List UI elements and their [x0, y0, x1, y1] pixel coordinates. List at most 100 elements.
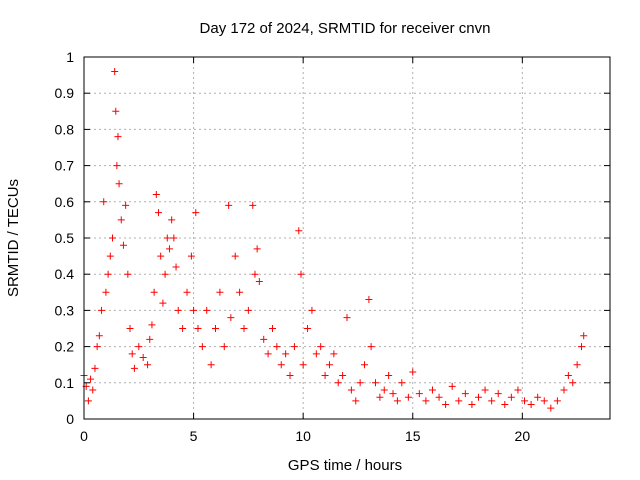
data-point: [330, 350, 338, 358]
data-point: [507, 393, 515, 401]
data-point: [547, 404, 555, 412]
data-point: [212, 325, 219, 332]
data-point: [428, 386, 436, 394]
plot-frame: [83, 56, 611, 420]
data-point: [325, 361, 333, 369]
data-point: [527, 401, 535, 409]
data-point: [367, 343, 375, 351]
data-point: [365, 296, 373, 304]
data-point: [190, 306, 198, 314]
data-point: [404, 393, 412, 401]
data-point: [117, 216, 125, 224]
data-point: [95, 332, 103, 340]
x-axis-label: GPS time / hours: [288, 457, 402, 474]
data-point: [488, 397, 496, 405]
data-point: [343, 314, 351, 322]
data-point: [168, 216, 176, 224]
data-point: [393, 397, 401, 405]
data-point: [148, 321, 156, 329]
data-point: [135, 343, 143, 351]
data-point: [312, 350, 320, 358]
data-point: [93, 343, 101, 351]
chart-title: Day 172 of 2024, SRMTID for receiver cnv…: [200, 20, 491, 37]
data-point: [273, 343, 281, 351]
data-point: [347, 386, 355, 394]
data-point: [297, 270, 305, 278]
data-point: [144, 361, 152, 369]
data-point: [481, 386, 489, 394]
data-point: [389, 390, 397, 398]
data-point: [409, 368, 417, 376]
data-point: [580, 332, 588, 340]
data-point: [165, 245, 173, 253]
data-point: [448, 382, 456, 390]
data-point: [112, 107, 120, 115]
data-point: [251, 270, 259, 278]
data-point: [159, 299, 167, 307]
data-point: [475, 393, 482, 401]
data-point: [286, 372, 294, 380]
data-point: [540, 397, 548, 405]
data-point: [183, 288, 191, 296]
data-point: [236, 288, 244, 296]
y-tick-label: 1: [66, 49, 74, 65]
data-point: [376, 393, 384, 401]
data-point: [113, 162, 121, 170]
data-point: [102, 288, 110, 296]
data-point: [356, 379, 364, 387]
data-point: [282, 350, 290, 358]
data-point: [100, 198, 108, 206]
data-point: [334, 379, 342, 387]
data-point: [268, 325, 276, 332]
data-point: [194, 325, 202, 332]
data-point: [128, 350, 136, 358]
grid-lines: [84, 57, 610, 419]
data-point: [108, 234, 116, 242]
data-point: [435, 393, 443, 401]
data-point: [87, 375, 95, 383]
data-point: [161, 270, 169, 278]
y-tick-label: 0.3: [55, 302, 75, 318]
data-point: [198, 343, 206, 351]
data-point: [231, 252, 239, 260]
data-point: [494, 390, 502, 398]
data-point: [260, 335, 268, 343]
data-point: [553, 397, 561, 405]
data-point: [119, 241, 127, 249]
data-point: [227, 314, 235, 322]
data-point: [216, 288, 224, 296]
data-point: [501, 401, 509, 409]
data-point: [295, 227, 303, 235]
data-point: [89, 386, 97, 394]
data-point: [111, 67, 119, 75]
plot-points: [80, 67, 588, 412]
data-point: [277, 361, 285, 369]
data-point: [172, 263, 180, 271]
y-tick-label: 0.1: [55, 375, 75, 391]
data-point: [308, 306, 316, 314]
data-point: [564, 372, 572, 380]
y-axis-label: SRMTID / TECUs: [5, 179, 22, 297]
data-point: [249, 201, 257, 209]
tick-labels: 00.10.20.30.40.50.60.70.80.910 5 10 15 20: [55, 49, 531, 444]
data-point: [146, 335, 154, 343]
data-point: [91, 364, 99, 372]
x-tick-label: 0: [80, 428, 88, 444]
y-tick-label: 0.5: [55, 230, 75, 246]
data-point: [442, 401, 450, 409]
data-point: [253, 245, 261, 253]
data-point: [468, 401, 476, 409]
data-point: [126, 325, 134, 332]
data-point: [115, 180, 123, 188]
data-point: [304, 325, 312, 332]
data-point: [114, 133, 122, 141]
data-point: [371, 379, 379, 387]
y-tick-label: 0.2: [55, 339, 75, 355]
data-point: [398, 379, 406, 387]
data-point: [150, 288, 158, 296]
data-point: [521, 397, 529, 405]
data-point: [569, 379, 577, 387]
data-point: [187, 252, 195, 260]
data-point: [352, 397, 360, 405]
data-point: [84, 397, 92, 405]
